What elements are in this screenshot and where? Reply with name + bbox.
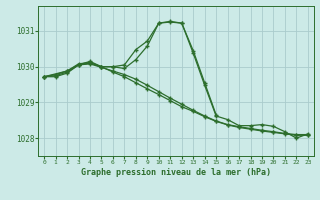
X-axis label: Graphe pression niveau de la mer (hPa): Graphe pression niveau de la mer (hPa) <box>81 168 271 177</box>
